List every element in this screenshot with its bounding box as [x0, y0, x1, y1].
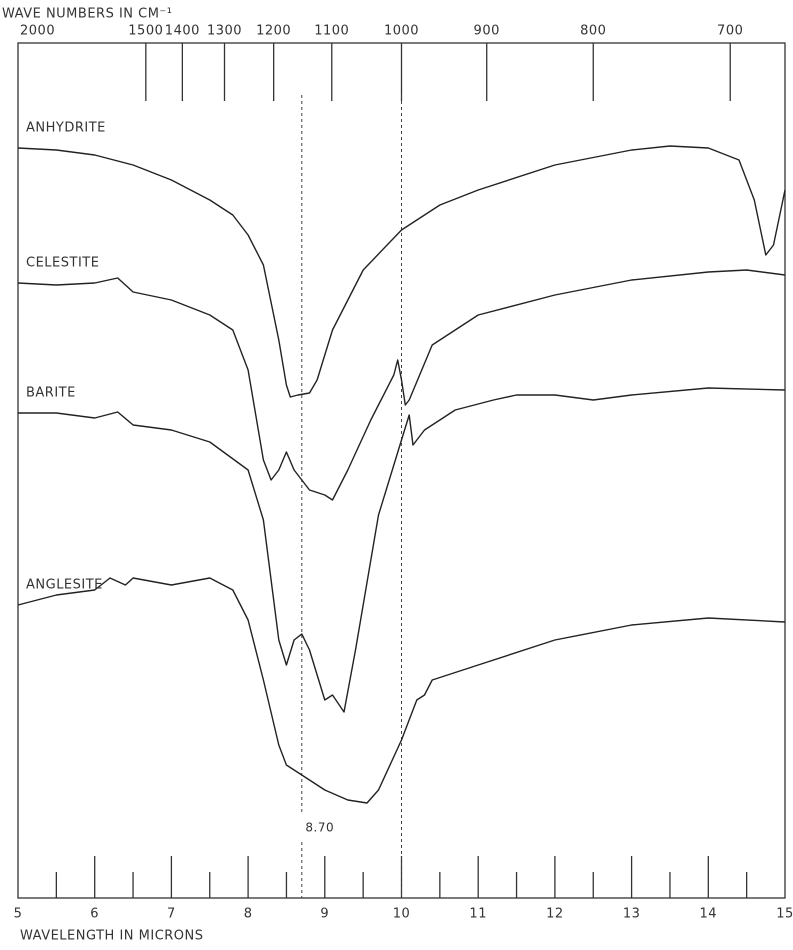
series-label: CELESTITE [26, 256, 99, 271]
spectrum-line [17, 269, 786, 501]
x2-tick-label: 800 [580, 24, 606, 39]
x2-tick-label: 700 [717, 24, 743, 39]
series-label: ANHYDRITE [26, 121, 106, 136]
spectrum-line [17, 577, 786, 804]
x-tick-label: 5 [14, 907, 23, 922]
x2-tick-label: 1100 [314, 24, 349, 39]
x2-tick-label: 1000 [384, 24, 419, 39]
x2-tick-label: 1400 [165, 24, 200, 39]
x-tick-label: 10 [393, 907, 411, 922]
x-tick-label: 14 [700, 907, 718, 922]
spectrum-line [18, 387, 786, 713]
x-tick-label: 7 [167, 907, 176, 922]
x2-tick-label: 1300 [207, 24, 242, 39]
series-label: ANGLESITE [26, 578, 103, 593]
x2-axis-title: WAVE NUMBERS IN CM⁻¹ [2, 7, 173, 22]
x-tick-label: 6 [90, 907, 99, 922]
x-axis-title: WAVELENGTH IN MICRONS [20, 929, 204, 944]
x-tick-label: 9 [320, 907, 329, 922]
x-tick-label: 12 [546, 907, 564, 922]
x-tick-label: 11 [469, 907, 487, 922]
reference-label: 8.70 [305, 821, 334, 835]
x-tick-label: 13 [623, 907, 641, 922]
x2-tick-label: 2000 [20, 24, 55, 39]
spectrum-line [17, 145, 786, 398]
x2-tick-label: 1200 [256, 24, 291, 39]
series-label: BARITE [26, 386, 76, 401]
x2-tick-label: 900 [474, 24, 500, 39]
x-tick-label: 15 [776, 907, 793, 922]
x2-tick-label: 1500 [128, 24, 163, 39]
x-tick-label: 8 [244, 907, 253, 922]
